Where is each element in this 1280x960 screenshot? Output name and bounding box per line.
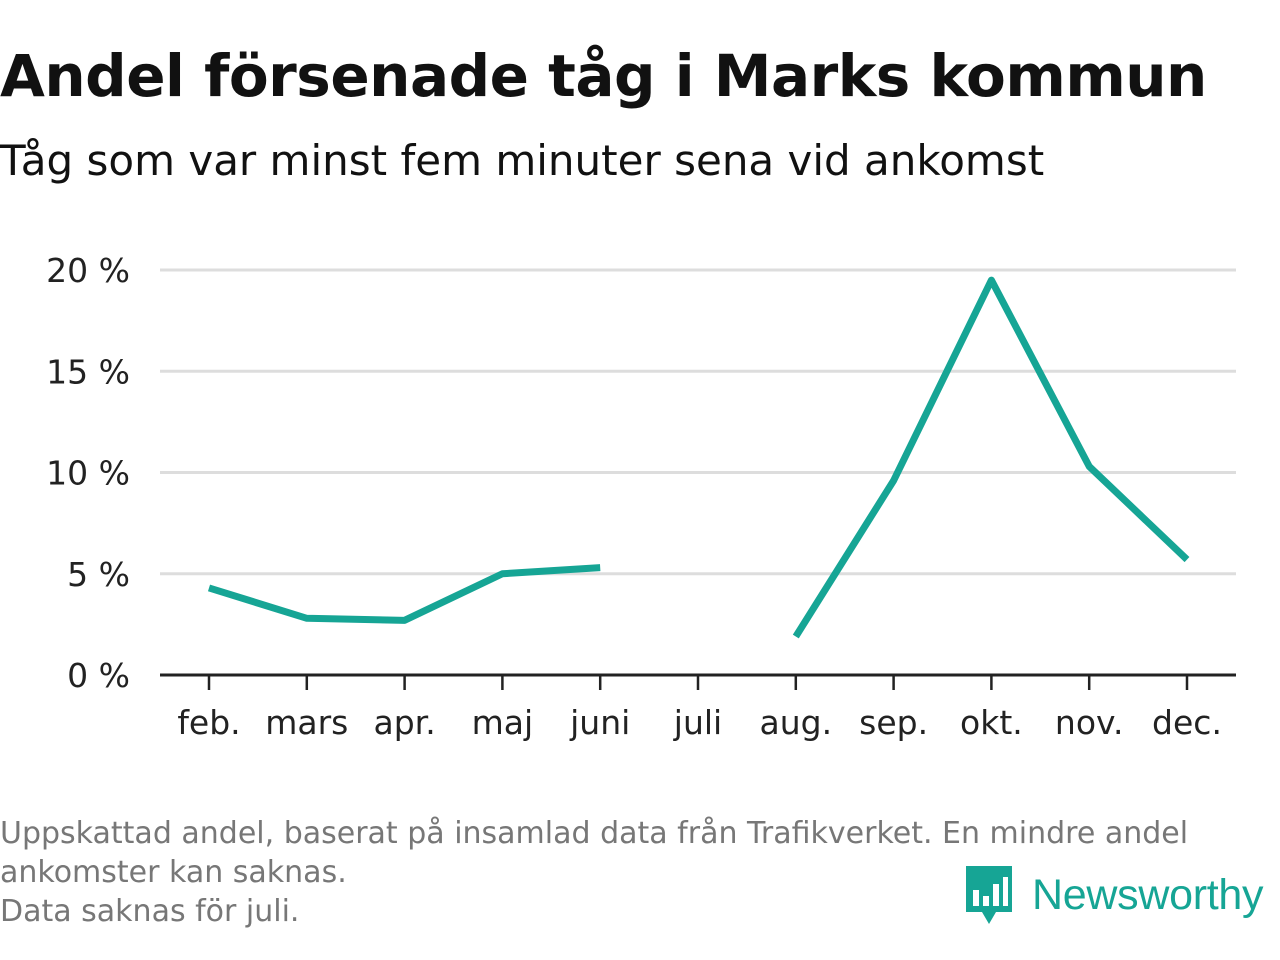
x-tick-label: mars bbox=[265, 703, 348, 742]
chart-title: Andel försenade tåg i Marks kommun bbox=[0, 42, 1207, 110]
newsworthy-logo-icon bbox=[966, 866, 1012, 924]
footnote-line: Uppskattad andel, baserat på insamlad da… bbox=[0, 816, 1189, 851]
y-axis-tick-labels: 0 % 5 % 10 % 15 % 20 % bbox=[46, 251, 130, 695]
y-tick-label: 0 % bbox=[67, 656, 130, 695]
x-tick-label: sep. bbox=[859, 703, 928, 742]
x-tick-label: okt. bbox=[960, 703, 1023, 742]
x-tick-label: nov. bbox=[1055, 703, 1124, 742]
y-tick-label: 5 % bbox=[67, 555, 130, 594]
y-tick-label: 15 % bbox=[46, 352, 130, 391]
x-tick-label: apr. bbox=[373, 703, 435, 742]
newsworthy-logo: Newsworthy bbox=[964, 864, 1263, 926]
x-tick-label: juni bbox=[569, 703, 630, 742]
series-line-segment bbox=[792, 276, 1190, 639]
x-tick-label: dec. bbox=[1152, 703, 1222, 742]
y-tick-label: 20 % bbox=[46, 251, 130, 290]
x-tick-label: feb. bbox=[177, 703, 240, 742]
y-tick-label: 10 % bbox=[46, 454, 130, 493]
footnote-line: ankomster kan saknas. bbox=[0, 855, 347, 890]
chart-subtitle: Tåg som var minst fem minuter sena vid a… bbox=[0, 136, 1045, 185]
footnote-line: Data saknas för juli. bbox=[0, 894, 300, 929]
gridlines bbox=[160, 268, 1236, 576]
footnote: Uppskattad andel, baserat på insamlad da… bbox=[0, 814, 1270, 931]
line-chart: 0 % 5 % 10 % 15 % 20 % feb. mars apr. maj juni ju… bbox=[46, 251, 1236, 742]
series-line-segment bbox=[207, 564, 601, 624]
x-tick-label: aug. bbox=[760, 703, 833, 742]
logo-text: Newsworthy bbox=[1032, 870, 1264, 919]
series-line-group bbox=[207, 276, 1190, 639]
x-tick-label: juli bbox=[673, 703, 722, 742]
x-axis: feb. mars apr. maj juni juli aug. sep. okt. nov. d… bbox=[160, 673, 1236, 742]
x-tick-label: maj bbox=[472, 703, 534, 742]
